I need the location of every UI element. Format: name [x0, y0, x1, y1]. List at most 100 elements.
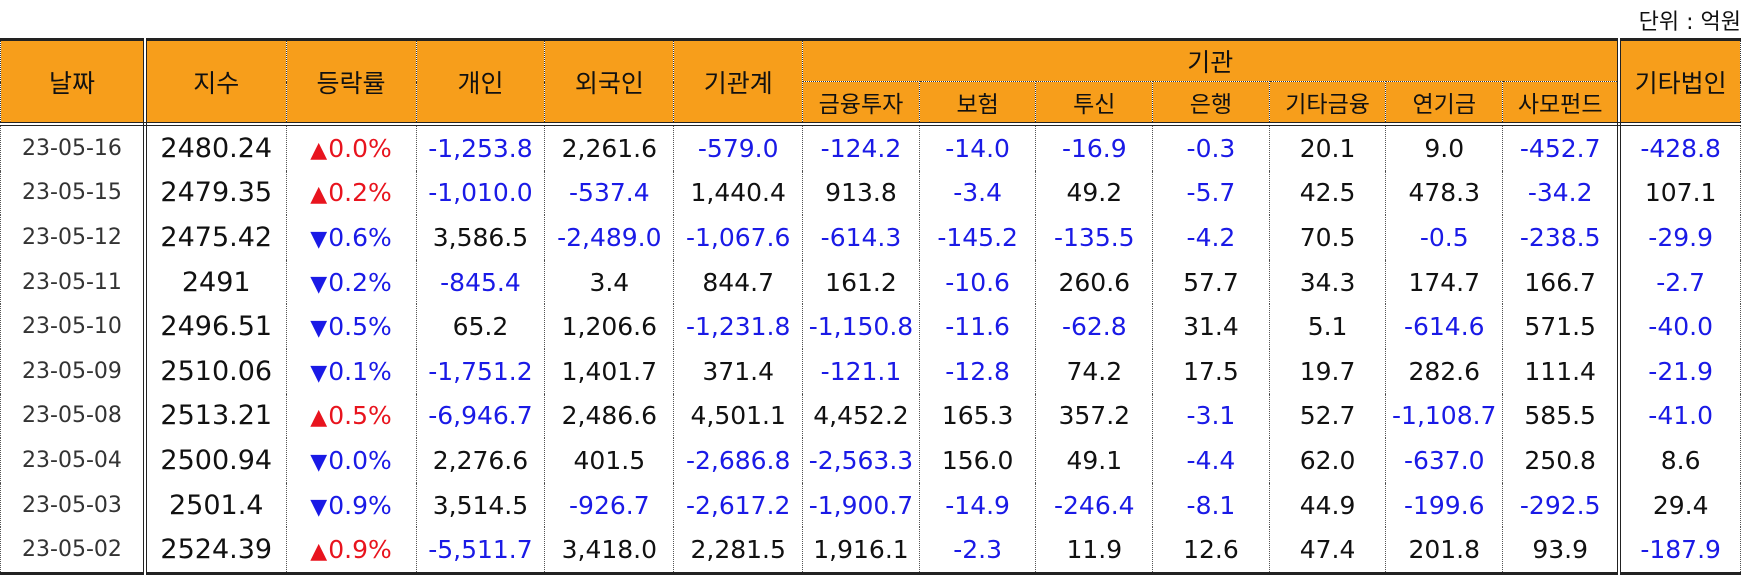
table-body: 23-05-16 2480.24 ▲0.0% -1,253.8 2,261.6 -579.…	[0, 124, 1742, 575]
cell-change: ▲0.2%	[285, 170, 417, 216]
cell-investment-trust: 260.6	[1035, 259, 1154, 305]
cell-change: ▼0.2%	[285, 259, 417, 305]
cell-individual: -1,751.2	[415, 348, 546, 394]
table-row: 23-05-02 2524.39 ▲0.9% -5,511.7 3,418.0 2,281…	[0, 527, 1742, 575]
cell-other-financial: 70.5	[1268, 215, 1387, 260]
cell-individual: -845.4	[415, 259, 546, 305]
table-row: 23-05-08 2513.21 ▲0.5% -6,946.7 2,486.6 4,501…	[0, 393, 1742, 439]
cell-foreign: 1,401.7	[544, 348, 675, 394]
header-institution-group: 기관	[802, 38, 1620, 82]
cell-other-financial: 44.9	[1268, 482, 1387, 528]
cell-other-corp: -21.9	[1617, 348, 1742, 394]
cell-individual: 3,586.5	[415, 215, 546, 260]
table-header: 날짜 지수 등락률 개인 외국인 기관계 기관 기타법인 금융투자 보험 투신 …	[0, 38, 1742, 126]
cell-foreign: 3.4	[544, 259, 675, 305]
cell-insurance: -11.6	[918, 304, 1037, 349]
cell-financial-investment: 1,916.1	[802, 527, 920, 575]
cell-index: 2480.24	[144, 124, 287, 171]
cell-change: ▲0.9%	[285, 527, 417, 575]
cell-private-fund: 250.8	[1502, 438, 1620, 483]
cell-pension: -0.5	[1385, 215, 1504, 260]
change-percent: 0.2%	[328, 267, 392, 297]
cell-other-financial: 19.7	[1268, 348, 1387, 394]
change-percent: 0.9%	[328, 490, 392, 520]
cell-pension: 478.3	[1385, 170, 1504, 216]
cell-other-corp: 29.4	[1617, 482, 1742, 528]
cell-bank: 31.4	[1152, 304, 1270, 349]
cell-private-fund: 585.5	[1502, 393, 1620, 439]
change-percent: 0.0%	[328, 445, 392, 475]
header-change: 등락률	[285, 38, 417, 126]
header-investment-trust: 투신	[1035, 81, 1154, 126]
cell-pension: 9.0	[1385, 124, 1504, 171]
cell-investment-trust: 49.2	[1035, 170, 1154, 216]
cell-pension: 282.6	[1385, 348, 1504, 394]
cell-index: 2479.35	[144, 170, 287, 216]
cell-private-fund: 93.9	[1502, 527, 1620, 575]
cell-private-fund: -238.5	[1502, 215, 1620, 260]
cell-foreign: 401.5	[544, 438, 675, 483]
cell-bank: -4.2	[1152, 215, 1270, 260]
cell-individual: -5,511.7	[415, 527, 546, 575]
change-percent: 0.2%	[328, 178, 392, 208]
cell-individual: 65.2	[415, 304, 546, 349]
cell-date: 23-05-09	[0, 348, 147, 394]
cell-institution-total: -2,686.8	[673, 438, 804, 483]
cell-financial-investment: -1,900.7	[802, 482, 920, 528]
cell-bank: 12.6	[1152, 527, 1270, 575]
cell-other-corp: -2.7	[1617, 259, 1742, 305]
table-row: 23-05-11 2491 ▼0.2% -845.4 3.4 844.7 161.2 -10.…	[0, 259, 1742, 305]
cell-date: 23-05-03	[0, 482, 147, 528]
cell-institution-total: 2,281.5	[673, 527, 804, 575]
table-row: 23-05-16 2480.24 ▲0.0% -1,253.8 2,261.6 -579.…	[0, 124, 1742, 171]
down-triangle-icon: ▼	[310, 360, 328, 386]
cell-bank: -4.4	[1152, 438, 1270, 483]
cell-insurance: -14.9	[918, 482, 1037, 528]
cell-insurance: -2.3	[918, 527, 1037, 575]
table-row: 23-05-09 2510.06 ▼0.1% -1,751.2 1,401.7 371.4…	[0, 348, 1742, 394]
cell-private-fund: 166.7	[1502, 259, 1620, 305]
cell-change: ▼0.9%	[285, 482, 417, 528]
cell-financial-investment: 913.8	[802, 170, 920, 216]
table-row: 23-05-03 2501.4 ▼0.9% 3,514.5 -926.7 -2,617.2…	[0, 482, 1742, 528]
cell-financial-investment: -124.2	[802, 124, 920, 171]
cell-foreign: 2,261.6	[544, 124, 675, 171]
cell-bank: -0.3	[1152, 124, 1270, 171]
cell-institution-total: 1,440.4	[673, 170, 804, 216]
cell-other-corp: -41.0	[1617, 393, 1742, 439]
cell-pension: -637.0	[1385, 438, 1504, 483]
cell-pension: -614.6	[1385, 304, 1504, 349]
cell-date: 23-05-04	[0, 438, 147, 483]
cell-other-corp: -428.8	[1617, 124, 1742, 171]
unit-label: 단위 : 억원	[1638, 10, 1741, 35]
cell-investment-trust: 11.9	[1035, 527, 1154, 575]
change-percent: 0.0%	[328, 133, 392, 163]
cell-investment-trust: 49.1	[1035, 438, 1154, 483]
table-row: 23-05-10 2496.51 ▼0.5% 65.2 1,206.6 -1,231.8-…	[0, 304, 1742, 349]
table-row: 23-05-12 2475.42 ▼0.6% 3,586.5 -2,489.0 -1,06…	[0, 215, 1742, 260]
cell-investment-trust: -135.5	[1035, 215, 1154, 260]
cell-private-fund: -34.2	[1502, 170, 1620, 216]
header-pension: 연기금	[1385, 81, 1504, 126]
cell-index: 2513.21	[144, 393, 287, 439]
cell-insurance: -14.0	[918, 124, 1037, 171]
down-triangle-icon: ▼	[310, 226, 328, 252]
cell-other-financial: 42.5	[1268, 170, 1387, 216]
up-triangle-icon: ▲	[310, 539, 328, 565]
header-private-fund: 사모펀드	[1502, 81, 1620, 126]
change-percent: 0.9%	[328, 535, 392, 565]
table-row: 23-05-15 2479.35 ▲0.2% -1,010.0 -537.4 1,440.…	[0, 170, 1742, 216]
change-percent: 0.5%	[328, 312, 392, 342]
header-financial-investment: 금융투자	[802, 81, 920, 126]
cell-index: 2491	[144, 259, 287, 305]
cell-financial-investment: -2,563.3	[802, 438, 920, 483]
cell-date: 23-05-08	[0, 393, 147, 439]
cell-pension: 174.7	[1385, 259, 1504, 305]
cell-index: 2496.51	[144, 304, 287, 349]
cell-other-financial: 62.0	[1268, 438, 1387, 483]
investor-trading-table: 날짜 지수 등락률 개인 외국인 기관계 기관 기타법인 금융투자 보험 투신 …	[0, 38, 1742, 575]
cell-individual: 3,514.5	[415, 482, 546, 528]
cell-bank: 17.5	[1152, 348, 1270, 394]
cell-foreign: 3,418.0	[544, 527, 675, 575]
cell-investment-trust: 357.2	[1035, 393, 1154, 439]
